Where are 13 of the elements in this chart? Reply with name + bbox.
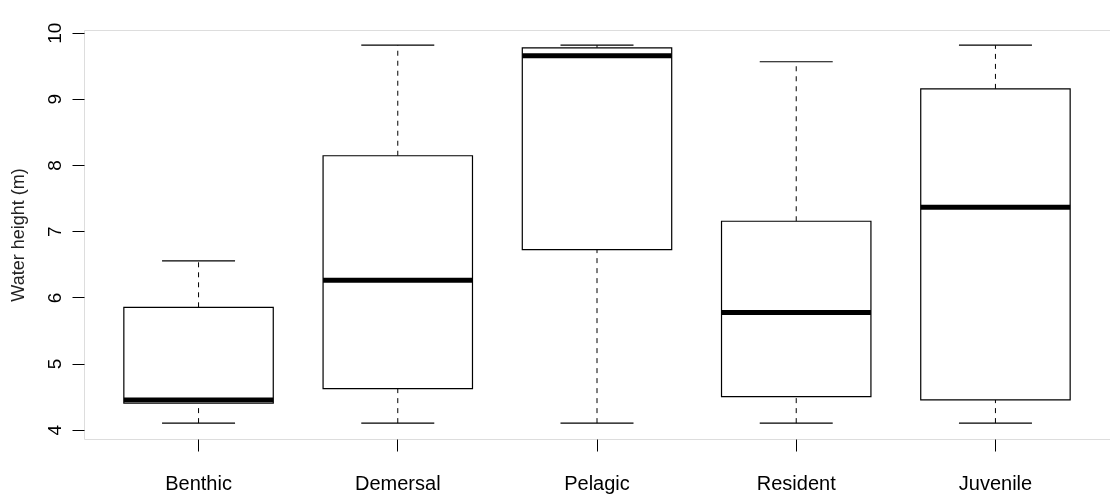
y-tick-label: 5 bbox=[43, 358, 65, 370]
y-tick-label: 7 bbox=[43, 226, 65, 237]
y-tick-label: 4 bbox=[43, 424, 65, 436]
y-tick-label: 9 bbox=[43, 94, 65, 105]
x-tick-label: Pelagic bbox=[564, 471, 630, 494]
x-tick-label: Resident bbox=[756, 471, 837, 494]
y-tick-label: 8 bbox=[43, 160, 65, 171]
x-tick-label: Juvenile bbox=[958, 471, 1033, 494]
y-tick-label: 10 bbox=[43, 22, 65, 44]
y-tick-label: 6 bbox=[43, 292, 65, 304]
y-axis-title: Water height (m) bbox=[7, 168, 28, 302]
x-tick-label: Benthic bbox=[165, 471, 232, 494]
x-tick-label: Demersal bbox=[354, 471, 441, 494]
